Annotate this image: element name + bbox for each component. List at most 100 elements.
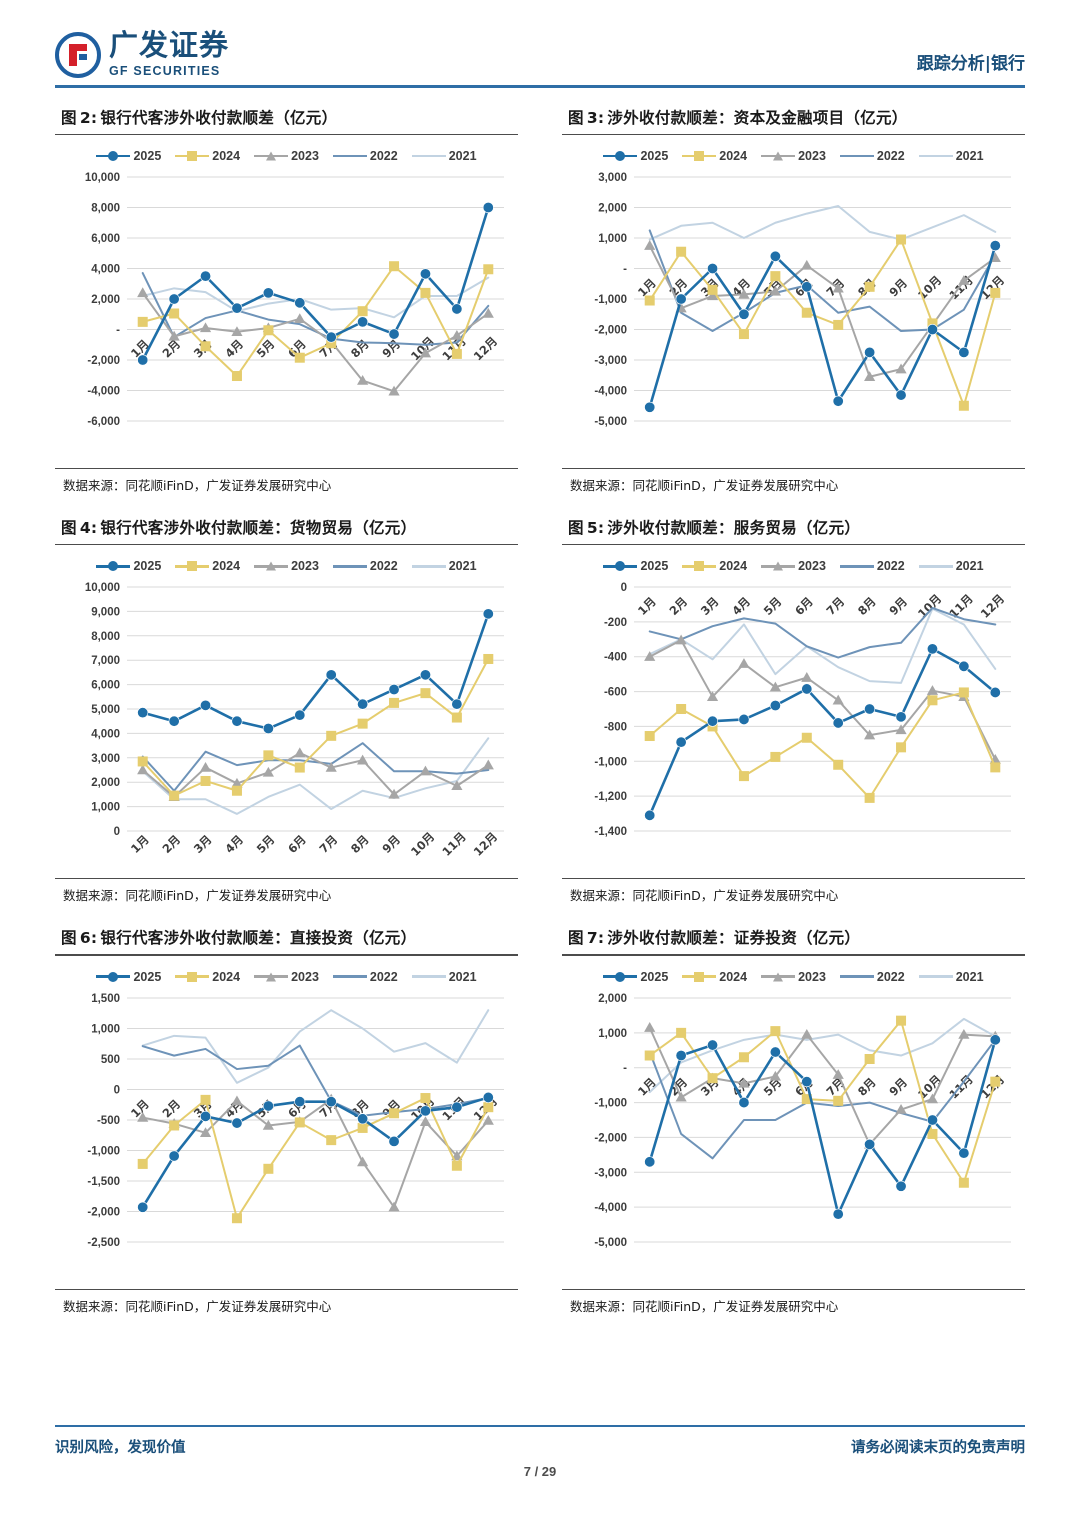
legend-item-2025[interactable]: 2025 (96, 970, 161, 984)
header-category-label: 跟踪分析|银行 (916, 54, 1025, 74)
legend-marker-square-icon (694, 971, 705, 982)
data-point-2024 (833, 1095, 844, 1106)
x-axis-tick-label: 2月 (159, 1096, 183, 1120)
figure-label: 图 (61, 108, 77, 127)
legend-item-2025[interactable]: 2025 (603, 559, 668, 573)
series-line-2021 (648, 608, 997, 685)
legend-marker-triangle-icon (266, 151, 277, 161)
series-line-2023 (648, 639, 997, 761)
data-point-2023 (357, 754, 369, 765)
data-point-2025 (388, 328, 400, 340)
legend-item-2025[interactable]: 2025 (603, 149, 668, 163)
legend-item-2021[interactable]: 2021 (411, 970, 477, 984)
data-point-2025 (231, 1117, 243, 1129)
data-point-2024 (896, 234, 907, 245)
data-point-2024 (927, 1128, 938, 1139)
legend-item-2022[interactable]: 2022 (839, 970, 905, 984)
y-axis-tick-label: 500 (101, 1054, 120, 1066)
plot-wrapper: 10,000 8,000 6,000 4,000 2,000 - -2,000 -4,000 -… (55, 165, 518, 465)
legend-item-2025[interactable]: 2025 (96, 149, 161, 163)
legend-item-2024[interactable]: 2024 (175, 559, 240, 573)
data-point-2023 (864, 371, 876, 381)
y-axis-tick-label: 1,000 (91, 802, 120, 814)
legend-item-2021[interactable]: 2021 (918, 149, 984, 163)
data-point-2025 (262, 287, 274, 299)
data-point-2025 (675, 1049, 687, 1061)
y-axis-tick-label: 2,000 (598, 993, 627, 1005)
y-axis-tick-label: -800 (604, 722, 627, 734)
legend-item-2024[interactable]: 2024 (682, 559, 747, 573)
data-point-2024 (326, 1134, 337, 1145)
data-point-2024 (294, 352, 305, 363)
data-point-2024 (294, 762, 305, 773)
y-axis-tick-label: 0 (114, 826, 120, 838)
legend-item-2023[interactable]: 2023 (761, 559, 826, 573)
legend-label: 2024 (212, 559, 241, 574)
series-line-2021 (648, 204, 997, 241)
series-line-2022 (141, 742, 490, 793)
x-axis-tick-label: 11月 (946, 592, 975, 621)
legend-item-2023[interactable]: 2023 (761, 149, 826, 163)
figure-label: 图 (568, 518, 584, 537)
data-point-2025 (926, 643, 938, 655)
data-point-2025 (231, 715, 243, 727)
legend-item-2022[interactable]: 2022 (332, 970, 398, 984)
legend-label: 2025 (133, 148, 162, 163)
legend-swatch-2025 (603, 561, 638, 572)
legend-item-2024[interactable]: 2024 (175, 970, 240, 984)
y-axis-tick-label: 1,000 (598, 1028, 627, 1040)
plot-wrapper: 10,000 9,000 8,000 7,000 6,000 5,000 4,000 3,00… (55, 575, 518, 875)
gf-securities-logo-icon (55, 31, 101, 78)
x-axis-tick-label: 3月 (698, 595, 722, 619)
data-point-2025 (644, 810, 656, 822)
data-point-2025 (451, 303, 463, 315)
data-point-2023 (419, 1115, 432, 1126)
legend-item-2024[interactable]: 2024 (175, 149, 240, 163)
legend-item-2024[interactable]: 2024 (682, 149, 747, 163)
data-point-2025 (769, 250, 781, 262)
figure-caption: 涉外收付款顺差：服务贸易（亿元） (607, 518, 861, 537)
data-point-2023 (769, 285, 781, 296)
figure-label: 图 (568, 108, 584, 127)
series-line-2025 (648, 244, 997, 409)
legend-marker-circle-icon (108, 971, 119, 982)
legend-item-2023[interactable]: 2023 (254, 559, 319, 573)
legend-item-2021[interactable]: 2021 (411, 559, 477, 574)
legend-item-2022[interactable]: 2022 (332, 559, 398, 573)
header-divider (55, 85, 1025, 88)
data-point-2025 (801, 281, 813, 293)
series-line-2024 (141, 1096, 490, 1219)
legend-label: 2024 (212, 969, 241, 984)
data-point-2025 (738, 714, 750, 726)
legend-item-2023[interactable]: 2023 (254, 970, 319, 984)
data-point-2024 (896, 742, 907, 753)
data-point-2024 (263, 325, 274, 336)
legend-item-2021[interactable]: 2021 (918, 970, 984, 984)
legend-item-2025[interactable]: 2025 (603, 970, 668, 984)
data-point-2023 (231, 326, 243, 336)
data-point-2023 (357, 374, 369, 385)
x-axis-tick-label: 2月 (159, 833, 183, 857)
legend-item-2022[interactable]: 2022 (332, 149, 398, 163)
legend-item-2023[interactable]: 2023 (254, 149, 319, 163)
figure-title: 图 7: 涉外收付款顺差：证券投资（亿元） (562, 922, 1025, 954)
data-point-2024 (990, 287, 1001, 298)
legend-item-2025[interactable]: 2025 (96, 559, 161, 573)
legend-item-2022[interactable]: 2022 (839, 559, 905, 573)
legend-item-2022[interactable]: 2022 (839, 149, 905, 163)
data-point-2023 (419, 347, 432, 358)
footer-disclaimer: 请务必阅读末页的免责声明 (851, 1440, 1025, 1456)
legend-item-2021[interactable]: 2021 (411, 149, 477, 163)
figure-label: 图 (61, 518, 77, 537)
legend-item-2021[interactable]: 2021 (918, 559, 984, 573)
data-point-2023 (137, 1111, 149, 1122)
legend-item-2023[interactable]: 2023 (761, 970, 826, 984)
figure-grid: 图 2: 银行代客涉外收付款顺差（亿元） 2025 2024 2023 2022 2021 10… (55, 102, 1025, 1333)
data-point-2023 (168, 330, 180, 341)
y-axis-tick-label: -2,000 (594, 1132, 627, 1144)
legend-label: 2021 (448, 559, 477, 574)
x-axis-tick-label: 8月 (855, 595, 879, 619)
series-line-2022 (141, 1044, 490, 1117)
y-axis-tick-label: 4,000 (91, 729, 120, 741)
legend-item-2024[interactable]: 2024 (682, 970, 747, 984)
